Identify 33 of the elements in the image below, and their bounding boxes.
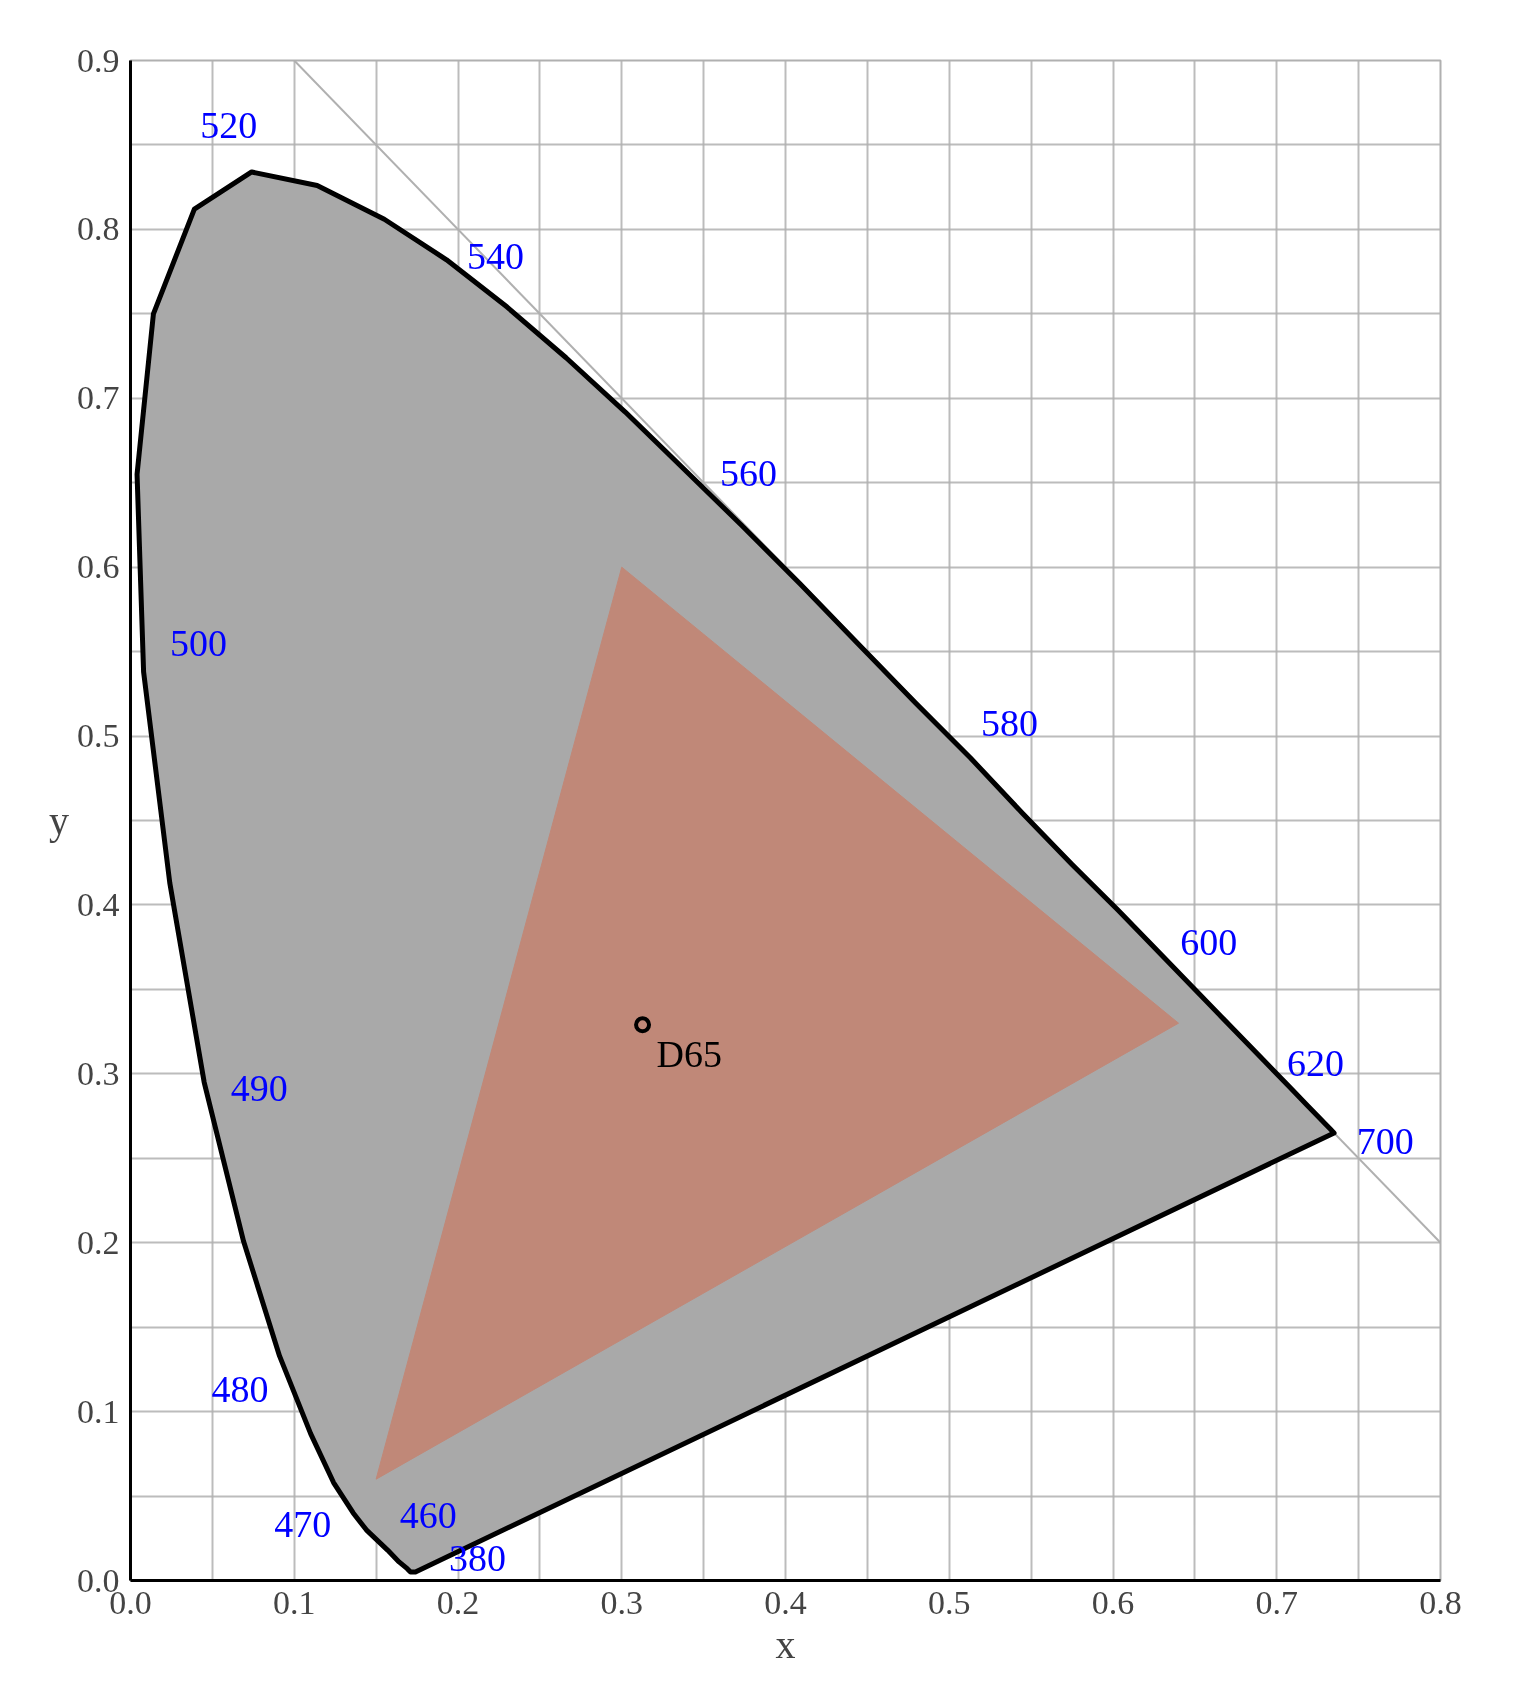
y-tick-label: 0.3 [77,1054,120,1092]
annotation: 380 [448,1536,506,1579]
y-tick-label: 0.9 [77,41,120,79]
y-tick-label: 0.4 [77,885,120,923]
annotation: 540 [467,234,525,277]
annotation: 600 [1180,921,1238,964]
annotation: 580 [980,702,1038,745]
annotation: 700 [1356,1119,1414,1162]
annotation: 560 [720,451,778,494]
y-tick-label: 0.8 [77,210,120,248]
y-tick-label: 0.2 [77,1223,120,1261]
annotation: 460 [399,1494,457,1537]
y-axis-title: y [49,798,69,843]
annotation: 470 [274,1502,332,1545]
x-tick-label: 0.6 [1091,1583,1135,1621]
x-tick-label: 0.1 [273,1583,316,1621]
y-tick-label: 0.1 [77,1392,120,1430]
series-label: D65 [656,1032,722,1075]
annotation: 620 [1287,1042,1345,1085]
annotation: 480 [211,1368,269,1411]
x-tick-label: 0.3 [600,1583,643,1621]
x-tick-label: 0.7 [1255,1583,1298,1621]
y-tick-label: 0.6 [77,548,120,586]
annotation: 500 [170,621,228,664]
annotation: 490 [230,1067,288,1110]
x-tick-label: 0.4 [764,1583,807,1621]
x-axis-title: x [775,1621,796,1667]
x-tick-label: 0.8 [1419,1583,1462,1621]
y-tick-label: 0.7 [77,379,120,417]
x-tick-label: 0.5 [928,1583,971,1621]
x-tick-label: 0.2 [436,1583,480,1621]
y-tick-label: 0.5 [77,717,120,755]
annotation: 520 [200,103,258,146]
